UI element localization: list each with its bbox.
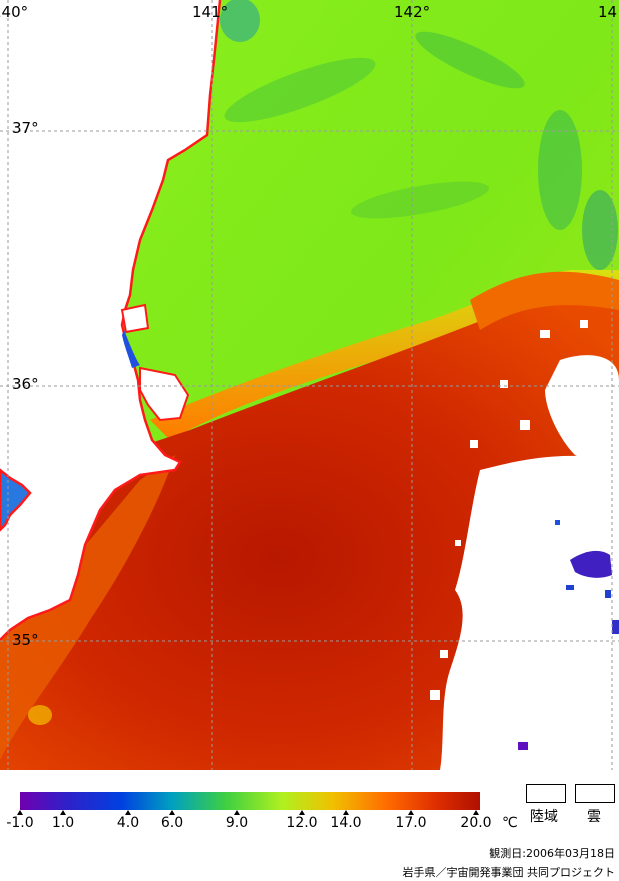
longitude-label-143: 14 <box>598 3 618 21</box>
colorbar-tick-label: 1.0 <box>51 815 75 831</box>
cloud-cover <box>430 320 619 770</box>
lake <box>120 303 150 334</box>
latitude-label-35: 35° <box>12 631 39 649</box>
coastal-cold-water <box>122 330 140 368</box>
colorbar-tick-label: 20.0 <box>460 815 492 831</box>
coastline <box>0 0 222 641</box>
land-honshu <box>0 0 220 640</box>
longitude-label-142: 142° <box>394 3 431 21</box>
colorbar-tick-label: 14.0 <box>330 815 362 831</box>
sst-map-canvas <box>0 0 619 770</box>
cloud-key-swatch <box>575 784 615 803</box>
graticule <box>0 0 619 770</box>
legend: -1.0 1.0 4.0 6.0 9.0 12.0 14.0 17.0 20.0… <box>0 770 619 881</box>
temperature-unit: ℃ <box>502 815 518 831</box>
colorbar-tick-marks <box>17 810 479 815</box>
latitude-label-37: 37° <box>12 119 39 137</box>
cloud-key-label: 雲 <box>587 809 601 825</box>
temperature-colorbar <box>20 792 480 810</box>
colorbar-tick-label: 12.0 <box>286 815 318 831</box>
sst-map: 140° 141° 142° 14 37° 36° 35° <box>0 0 619 770</box>
colorbar-tick-label: 6.0 <box>160 815 184 831</box>
colorbar-tick-label: 4.0 <box>116 815 140 831</box>
colorbar-tick-label: 17.0 <box>395 815 427 831</box>
land-key-label: 陸域 <box>530 809 558 825</box>
colorbar-tick-label: 9.0 <box>225 815 249 831</box>
bay <box>139 366 190 422</box>
latitude-label-36: 36° <box>12 375 39 393</box>
colorbar-tick-label: -1.0 <box>6 815 34 831</box>
land-key-swatch <box>526 784 566 803</box>
cool-streaks <box>220 0 618 270</box>
longitude-label-141: 141° <box>192 3 229 21</box>
cold-patches <box>518 520 619 750</box>
coastal-warm-band <box>0 455 175 760</box>
observation-date: 観測日:2006年03月18日 <box>489 847 615 860</box>
credit-text: 岩手県／宇宙開発事業団 共同プロジェクト <box>402 866 616 879</box>
warm-water-edge <box>470 271 619 330</box>
longitude-label-140: 140° <box>0 3 29 21</box>
land-western-peninsula <box>0 468 32 532</box>
